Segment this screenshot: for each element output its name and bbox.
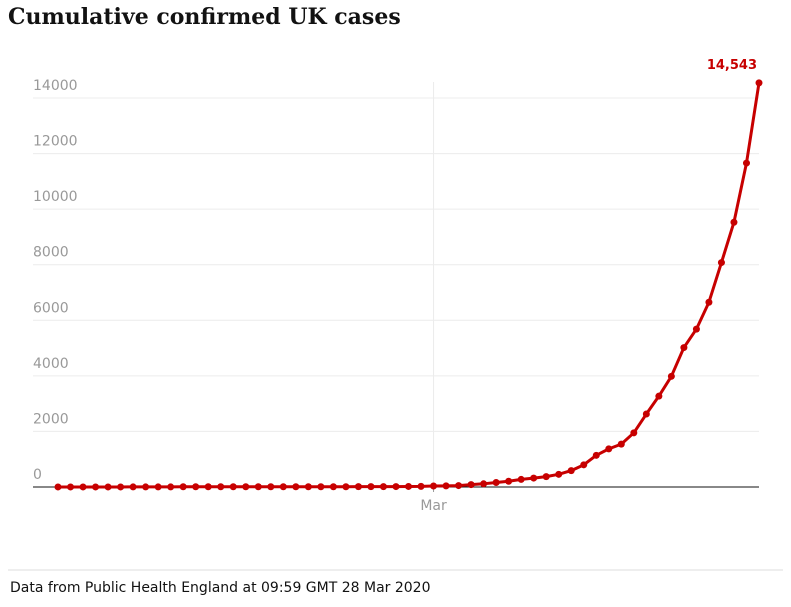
data-point <box>505 477 513 485</box>
data-point <box>567 467 575 475</box>
data-point <box>542 473 550 481</box>
data-point <box>430 482 438 490</box>
y-tick-label: 14000 <box>33 78 78 94</box>
data-point <box>304 483 312 491</box>
y-tick-label: 0 <box>33 467 42 483</box>
data-point <box>67 483 75 491</box>
data-point <box>242 483 250 491</box>
data-point <box>405 482 412 490</box>
data-point <box>442 482 450 490</box>
data-point <box>154 483 162 491</box>
y-tick-label: 12000 <box>33 134 78 150</box>
data-point <box>705 298 713 306</box>
y-tick-label: 8000 <box>33 245 69 261</box>
data-point <box>680 344 688 352</box>
data-point <box>630 429 638 437</box>
data-point <box>129 483 137 491</box>
data-point <box>667 372 675 380</box>
data-point <box>455 482 463 490</box>
data-point <box>642 410 650 418</box>
data-point <box>617 440 625 448</box>
data-point <box>117 483 125 491</box>
data-point <box>755 79 763 87</box>
data-point <box>392 483 400 491</box>
y-tick-label: 6000 <box>33 300 69 316</box>
data-point <box>279 483 287 491</box>
data-point <box>492 478 500 486</box>
y-tick-label: 4000 <box>33 356 69 372</box>
data-point <box>292 483 300 491</box>
data-point <box>717 259 725 267</box>
data-point <box>179 483 187 491</box>
data-point <box>555 470 563 478</box>
data-point <box>580 461 588 469</box>
data-point <box>142 483 150 491</box>
data-point <box>217 483 225 491</box>
data-point <box>92 483 100 491</box>
chart-title: Cumulative confirmed UK cases <box>8 4 401 30</box>
y-tick-label: 10000 <box>33 189 78 205</box>
data-point <box>417 482 425 490</box>
y-tick-label: 2000 <box>33 411 69 427</box>
source-note: Data from Public Health England at 09:59… <box>10 580 431 596</box>
data-point <box>379 483 387 491</box>
data-point <box>204 483 212 491</box>
data-point <box>104 483 112 491</box>
data-point <box>367 483 375 491</box>
data-label: 14,543 <box>707 58 757 73</box>
data-point <box>167 483 175 491</box>
data-point <box>605 445 613 453</box>
data-point <box>467 481 475 489</box>
data-point <box>742 159 750 167</box>
data-point <box>54 483 62 491</box>
data-point <box>480 480 488 488</box>
data-line <box>58 82 761 489</box>
data-point <box>530 474 538 482</box>
data-point <box>692 325 700 333</box>
x-tick-label: Mar <box>420 498 447 514</box>
data-point <box>592 451 600 459</box>
data-point <box>517 475 525 483</box>
data-point <box>655 392 663 400</box>
data-point <box>354 483 362 491</box>
data-point <box>254 483 262 491</box>
data-point <box>329 483 337 491</box>
data-point <box>192 483 200 491</box>
data-point <box>267 483 275 491</box>
data-point <box>229 483 237 491</box>
data-point <box>730 218 738 226</box>
data-point <box>79 483 87 491</box>
data-point <box>342 483 350 491</box>
data-point <box>317 483 325 491</box>
